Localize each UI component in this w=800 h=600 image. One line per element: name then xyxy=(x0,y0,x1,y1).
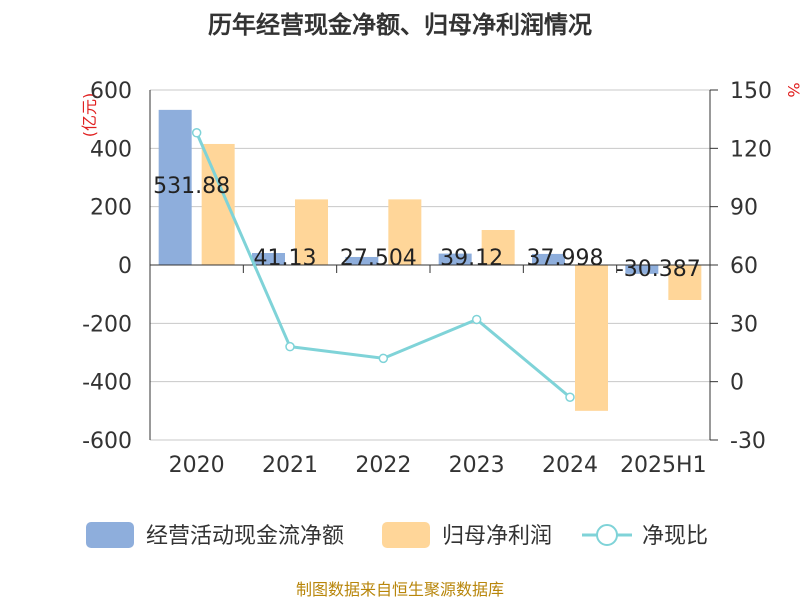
bar-cash-flow xyxy=(625,265,659,274)
right-tick-label: 150 xyxy=(730,79,772,104)
left-tick-label: -200 xyxy=(82,312,132,337)
legend-label-ratio: 净现比 xyxy=(642,524,708,549)
category-label: 2021 xyxy=(262,453,318,478)
axes: 600 400 200 0 -200 -400 -600 150 120 90 60 30 0 -30 20… xyxy=(82,79,772,478)
left-tick-label: 200 xyxy=(90,196,132,221)
left-tick-label: 400 xyxy=(90,137,132,162)
bar-net-profit xyxy=(668,265,702,300)
bar-cash-flow xyxy=(345,256,379,265)
legend-swatch-cash-flow xyxy=(86,522,134,548)
left-axis-unit: (亿元) xyxy=(80,93,99,138)
bar-cash-flow xyxy=(158,109,192,265)
bar-net-profit xyxy=(201,143,235,265)
legend-label-cash-flow: 经营活动现金流净额 xyxy=(146,524,344,549)
data-labels: 531.88 41.13 27.504 39.12 37.998 -30.387 xyxy=(153,174,701,282)
bar-cash-flow xyxy=(532,253,565,265)
ratio-point xyxy=(285,341,295,352)
right-tick-label: 30 xyxy=(730,312,758,337)
bar-net-profit xyxy=(388,199,422,265)
legend-item-ratio: 净现比 xyxy=(582,524,708,549)
ratio-point xyxy=(191,128,202,138)
right-tick-label: 0 xyxy=(730,371,744,396)
left-tick-label: -400 xyxy=(82,371,132,396)
legend-swatch-net-profit xyxy=(382,522,430,548)
data-label: 41.13 xyxy=(254,246,317,271)
bar-cash-flow xyxy=(438,253,472,265)
data-label: -30.387 xyxy=(616,257,701,282)
bar-net-profit xyxy=(295,199,328,265)
right-axis-unit: % xyxy=(784,82,800,97)
category-label: 2020 xyxy=(169,453,225,478)
right-tick-label: -30 xyxy=(730,429,766,454)
right-tick-label: 60 xyxy=(730,254,758,279)
right-tick-label: 120 xyxy=(730,137,772,162)
data-label: 37.998 xyxy=(527,246,604,271)
source-note: 制图数据来自恒生聚源数据库 xyxy=(296,580,504,599)
right-tick-label: 90 xyxy=(730,196,758,221)
ratio-point xyxy=(378,353,389,364)
category-label: 2023 xyxy=(449,453,505,478)
ratio-line xyxy=(191,128,575,402)
bar-cash-flow xyxy=(252,253,285,265)
legend-item-net-profit: 归母净利润 xyxy=(382,522,552,549)
left-tick-label: -600 xyxy=(82,429,132,454)
category-label: 2024 xyxy=(542,453,598,478)
ratio-point xyxy=(471,314,482,325)
legend-swatch-ratio-marker xyxy=(596,524,618,546)
category-label: 2025H1 xyxy=(620,453,707,478)
data-label: 27.504 xyxy=(340,246,417,271)
category-label: 2022 xyxy=(355,453,411,478)
legend: 经营活动现金流净额 归母净利润 净现比 xyxy=(86,522,708,549)
ratio-point xyxy=(565,392,575,402)
legend-label-net-profit: 归母净利润 xyxy=(442,524,552,549)
bar-net-profit xyxy=(575,265,608,411)
chart-title: 历年经营现金净额、归母净利润情况 xyxy=(208,11,592,39)
left-tick-label: 0 xyxy=(118,254,132,279)
bars xyxy=(158,109,702,411)
legend-item-cash-flow: 经营活动现金流净额 xyxy=(86,522,344,549)
bar-net-profit xyxy=(481,230,515,265)
left-tick-label: 600 xyxy=(90,79,132,104)
data-label: 39.12 xyxy=(440,246,503,271)
data-label: 531.88 xyxy=(153,174,230,199)
